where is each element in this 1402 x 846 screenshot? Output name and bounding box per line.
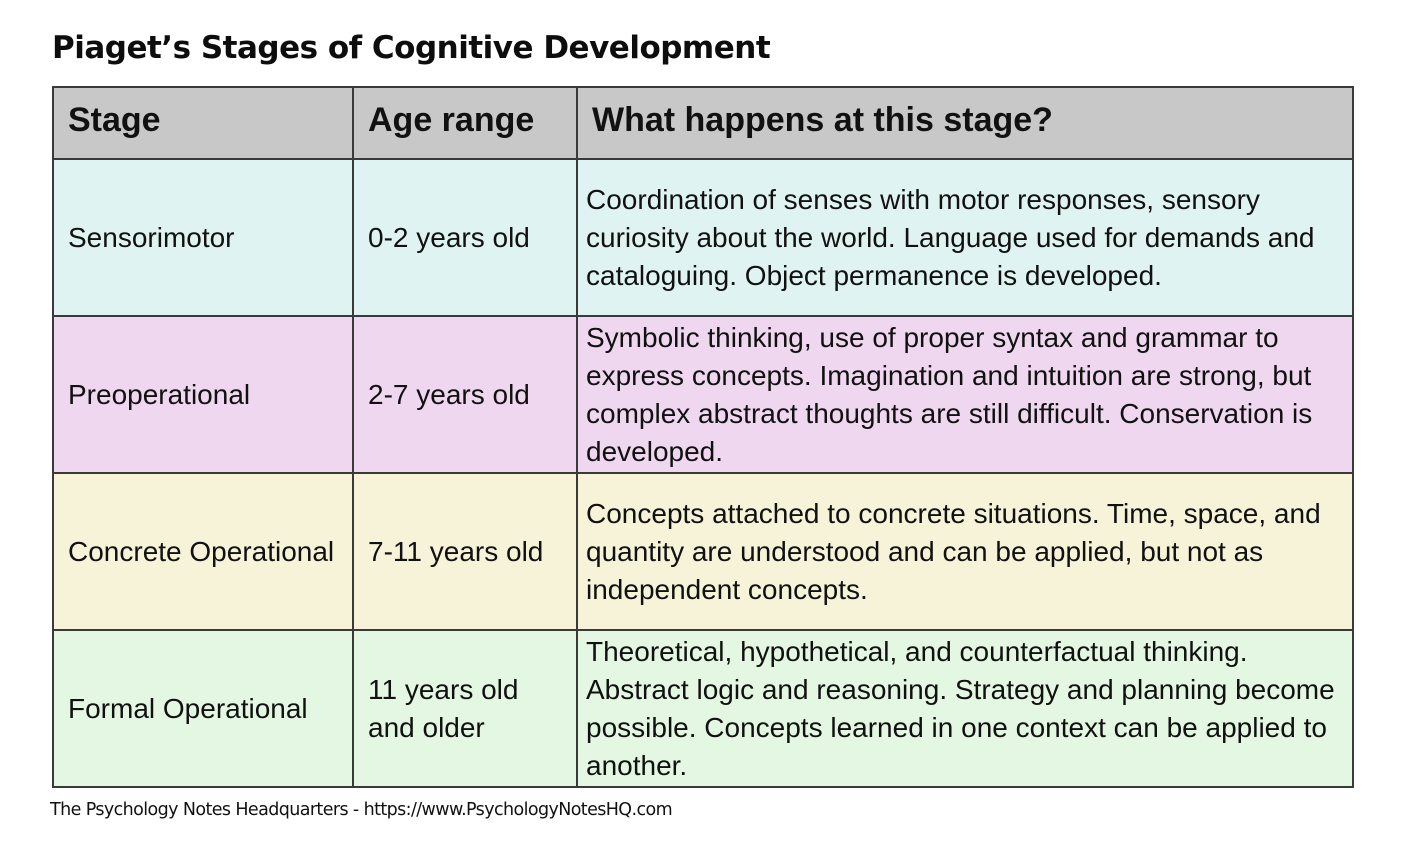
table-row: Sensorimotor 0-2 years old Coordination … (52, 158, 1354, 317)
stage-cell: Concrete Operational (52, 472, 354, 631)
description-cell: Theoretical, hypothetical, and counterfa… (576, 629, 1354, 788)
table-header-row: Stage Age range What happens at this sta… (52, 86, 1354, 160)
stage-cell: Preoperational (52, 315, 354, 474)
header-age-range: Age range (352, 86, 578, 160)
description-cell: Symbolic thinking, use of proper syntax … (576, 315, 1354, 474)
table-row: Concrete Operational 7-11 years old Conc… (52, 472, 1354, 631)
description-cell: Coordination of senses with motor respon… (576, 158, 1354, 317)
header-stage: Stage (52, 86, 354, 160)
source-credit: The Psychology Notes Headquarters - http… (50, 800, 673, 820)
page-title: Piaget’s Stages of Cognitive Development (52, 30, 771, 66)
table-row: Formal Operational 11 years old and olde… (52, 629, 1354, 788)
age-cell: 2-7 years old (352, 315, 578, 474)
age-cell: 0-2 years old (352, 158, 578, 317)
stages-table: Stage Age range What happens at this sta… (52, 86, 1354, 788)
stage-cell: Sensorimotor (52, 158, 354, 317)
table-row: Preoperational 2-7 years old Symbolic th… (52, 315, 1354, 474)
age-cell: 7-11 years old (352, 472, 578, 631)
description-cell: Concepts attached to concrete situations… (576, 472, 1354, 631)
age-cell: 11 years old and older (352, 629, 578, 788)
header-description: What happens at this stage? (576, 86, 1354, 160)
stage-cell: Formal Operational (52, 629, 354, 788)
